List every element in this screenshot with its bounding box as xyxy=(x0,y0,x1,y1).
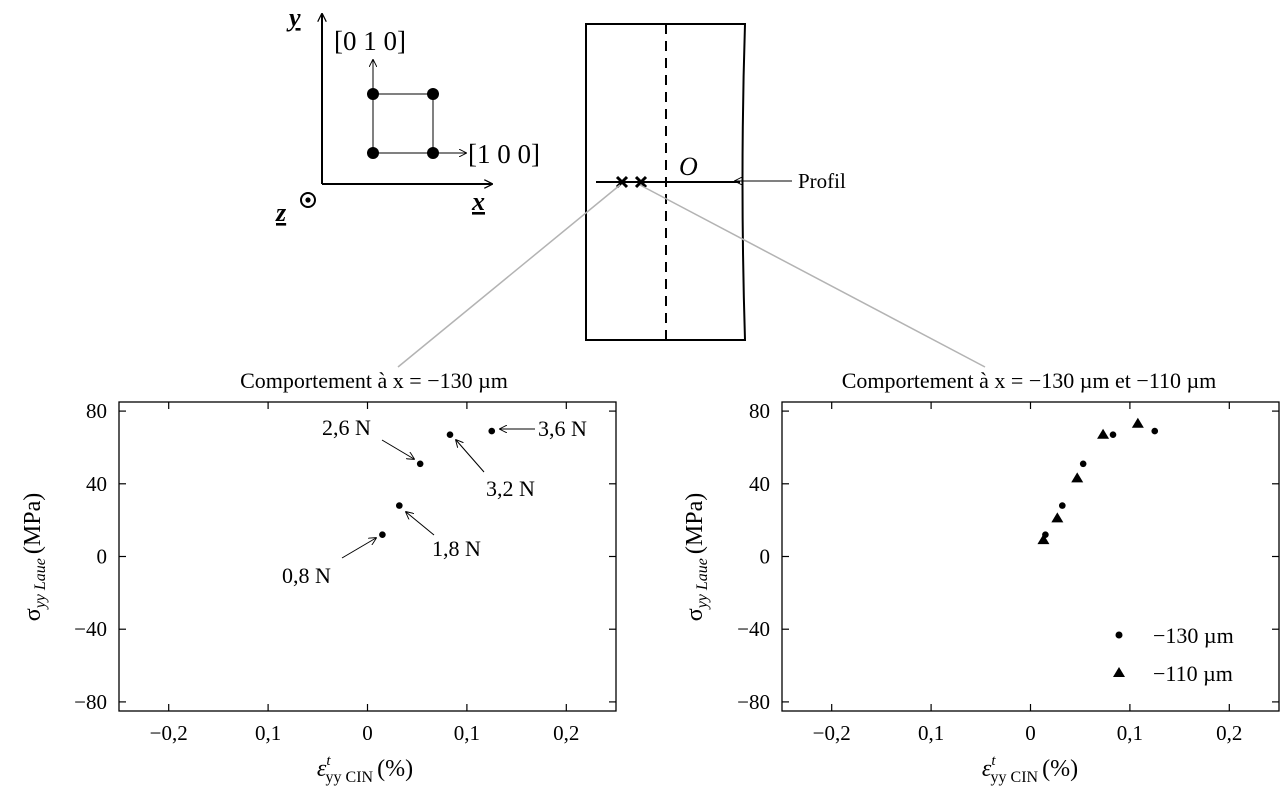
xlabel-superscript: t xyxy=(991,753,996,769)
chart-right-series-0-point xyxy=(1151,427,1159,435)
annotation-label: 2,6 N xyxy=(322,415,371,440)
ylabel-unit: (MPa) xyxy=(20,493,46,554)
ylabel-subscript: yy Laue xyxy=(694,558,711,610)
chart-left-frame xyxy=(118,401,617,712)
ylabel-symbol: σ xyxy=(20,608,46,621)
chart-left-xtick-label: −0,2 xyxy=(150,721,188,745)
annotation-3-6N: 3,6 N xyxy=(500,416,587,441)
chart-right-xtick-label: 0,2 xyxy=(1216,721,1242,745)
chart-right-ytick-label: 40 xyxy=(749,472,770,496)
chart-right-ytick-label: −80 xyxy=(737,690,770,714)
annotation-label: 3,6 N xyxy=(538,416,587,441)
xlabel-symbol: ε xyxy=(982,756,992,782)
chart-right-xtick-label: 0,1 xyxy=(918,721,944,745)
svg-text:σyy Laue(MPa): σyy Laue (MPa) xyxy=(682,493,711,621)
connector-line-left xyxy=(397,184,621,368)
atom-dot xyxy=(427,88,439,100)
profile-label: Profil xyxy=(798,169,846,193)
connector-line-right xyxy=(639,184,986,368)
chart-left-xlabel: εt yy CIN (%) xyxy=(317,753,413,786)
legend-marker-circle xyxy=(1115,631,1123,639)
chart-right-series-0-point xyxy=(1109,431,1117,439)
measurement-point-cross xyxy=(634,175,648,189)
ylabel-subscript: yy Laue xyxy=(32,558,49,610)
z-axis-label: z xyxy=(275,198,287,227)
xlabel-unit: (%) xyxy=(1042,756,1078,782)
atom-dot xyxy=(367,147,379,159)
annotation-1-8N: 1,8 N xyxy=(406,512,481,561)
chart-right-xtick-label: 0 xyxy=(1025,721,1036,745)
crystal-orientation-diagram: y x z [0 1 0] [1 0 0] xyxy=(275,3,540,227)
chart-right-xtick-label: −0,2 xyxy=(813,721,851,745)
chart-right-ylabel: σyy Laue (MPa) xyxy=(682,493,711,621)
y-axis-label: y xyxy=(286,3,301,32)
chart-right-series-0-point xyxy=(1079,460,1087,468)
chart-right-series-1-point xyxy=(1051,512,1064,523)
chart-right-series-1-point xyxy=(1037,534,1050,545)
svg-text:σyy Laue(MPa): σyy Laue (MPa) xyxy=(20,493,49,621)
chart-left-ylabel: σyy Laue (MPa) xyxy=(20,493,49,621)
chart-right-xlabel: εt yy CIN (%) xyxy=(982,753,1078,786)
chart-left-series-0-point xyxy=(446,431,454,439)
annotation-0-8N: 0,8 N xyxy=(282,538,376,588)
xlabel-superscript: t xyxy=(326,753,331,769)
ylabel-unit: (MPa) xyxy=(682,493,708,554)
chart-left-ytick-label: 0 xyxy=(97,545,108,569)
chart-left-series-0-point xyxy=(396,502,403,509)
annotation-3-2N: 3,2 N xyxy=(456,440,535,501)
legend-label-series-1: −110 µm xyxy=(1153,661,1233,686)
ylabel-symbol: σ xyxy=(682,608,708,621)
xlabel-subscript: yy CIN xyxy=(326,769,374,786)
chart-left-series-0-point xyxy=(416,460,424,468)
chart-left-xtick-label: 0,1 xyxy=(454,721,480,745)
chart-left-xtick-label: 0,2 xyxy=(553,721,579,745)
chart-right-ytick-label: −40 xyxy=(737,617,770,641)
chart-left-ytick-label: 40 xyxy=(86,472,107,496)
chart-left-title: Comportement à x = −130 µm xyxy=(240,368,508,393)
xlabel-symbol: ε xyxy=(317,756,327,782)
out-of-plane-icon xyxy=(300,192,316,208)
chart-right-ytick-label: 80 xyxy=(749,399,770,423)
sample-sketch: O Profil xyxy=(397,23,986,368)
chart-right-series-1-point xyxy=(1097,428,1110,439)
chart-left-xtick-label: 0 xyxy=(362,721,373,745)
chart-right-series-0-point xyxy=(1059,502,1066,509)
chart-right-ytick-label: 0 xyxy=(760,545,771,569)
annotation-label: 0,8 N xyxy=(282,563,331,588)
chart-left-ytick-label: −80 xyxy=(74,690,107,714)
chart-right-series-1-point xyxy=(1131,417,1144,428)
chart-left-xtick-label: 0,1 xyxy=(255,721,281,745)
chart-left: Comportement à x = −130 µm −0,2 0,1 0 0,1 0,… xyxy=(20,368,617,786)
chart-left-ytick-label: −40 xyxy=(74,617,107,641)
chart-left-ytick-label: 80 xyxy=(86,399,107,423)
legend-label-series-0: −130 µm xyxy=(1153,623,1234,648)
annotation-2-6N: 2,6 N xyxy=(322,415,414,459)
origin-label: O xyxy=(679,152,698,181)
chart-right-legend: −130 µm −110 µm xyxy=(1113,623,1234,686)
chart-left-series-0-point xyxy=(379,531,386,538)
legend-marker-triangle xyxy=(1113,667,1125,677)
dir-010-label: [0 1 0] xyxy=(334,26,406,56)
chart-right-title: Comportement à x = −130 µm et −110 µm xyxy=(842,368,1217,393)
xlabel-subscript: yy CIN xyxy=(991,769,1039,786)
sample-outline xyxy=(585,23,747,341)
unit-cell-square xyxy=(372,93,434,154)
chart-right-xtick-label: 0,1 xyxy=(1117,721,1143,745)
annotation-label: 1,8 N xyxy=(432,536,481,561)
chart-right: Comportement à x = −130 µm et −110 µm −0… xyxy=(682,368,1280,786)
dir-100-label: [1 0 0] xyxy=(468,139,540,169)
chart-left-series-0-point xyxy=(488,427,496,435)
chart-right-series-1-point xyxy=(1071,472,1084,483)
x-axis-label: x xyxy=(471,187,485,216)
xlabel-unit: (%) xyxy=(377,756,413,782)
annotation-label: 3,2 N xyxy=(486,476,535,501)
atom-dot xyxy=(367,88,379,100)
